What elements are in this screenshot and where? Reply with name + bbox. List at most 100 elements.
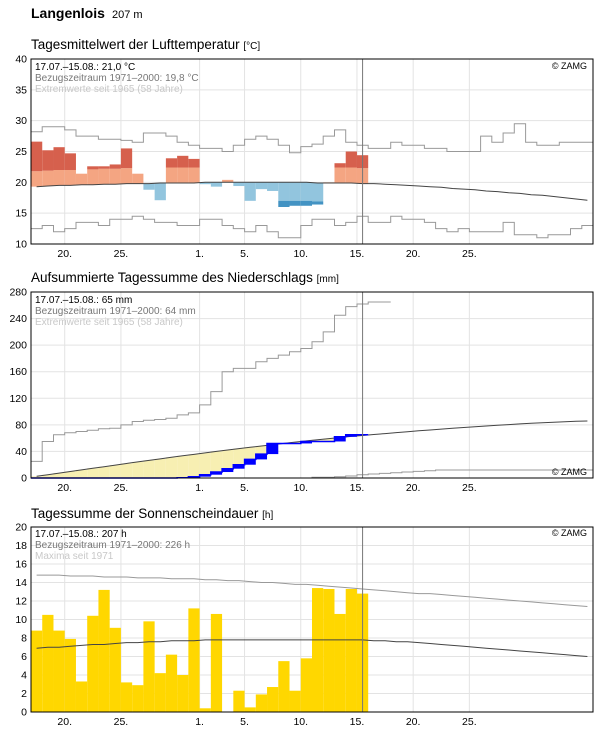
precip-frame	[30, 291, 594, 479]
temp-info-period: 17.07.–15.08.: 21,0 °C	[35, 62, 135, 73]
precip-deficit-area	[143, 460, 155, 478]
temp-warm-anomaly-bar	[120, 148, 133, 169]
temp-warm-anomaly-bar	[177, 155, 189, 168]
precip-xtick-label: 20.	[57, 482, 72, 494]
svg-text:Tagessumme der Sonnenscheindau: Tagessumme der Sonnenscheindauer [h]	[31, 506, 273, 521]
temp-warm-anomaly-bar	[334, 163, 346, 168]
temp-warm-bar	[222, 179, 234, 183]
precip-deficit-area	[53, 473, 65, 478]
temperature-unit: [°C]	[243, 41, 260, 52]
sun-max-extreme-line	[36, 574, 588, 607]
temp-cold-bar	[300, 182, 312, 201]
temp-ytick-label: 40	[15, 54, 27, 66]
temp-warm-anomaly-bar	[64, 153, 76, 170]
temp-xtick-label: 20.	[57, 248, 72, 260]
temp-warm-anomaly-bar	[42, 150, 54, 171]
precip-xtick-label: 20.	[406, 482, 421, 494]
precip-deficit-area	[75, 469, 88, 478]
sun-ytick-label: 18	[15, 540, 27, 552]
precip-deficit-area	[132, 461, 144, 478]
precip-ytick-label: 0	[21, 473, 27, 485]
temp-warm-bar	[165, 167, 178, 183]
sun-bar	[98, 589, 110, 712]
sun-xtick-label: 15.	[350, 716, 365, 728]
temp-ytick-label: 30	[15, 115, 27, 127]
sun-bar	[334, 613, 346, 712]
temp-ytick-label: 15	[15, 208, 27, 220]
temp-xtick-label: 1.	[195, 248, 204, 260]
sun-ytick-label: 10	[15, 614, 27, 626]
sun-ytick-label: 6	[21, 651, 27, 663]
sun-unit: [h]	[262, 510, 273, 521]
sun-bar	[31, 630, 43, 712]
temp-warm-anomaly-bar	[98, 166, 110, 169]
temp-warm-bar	[188, 167, 200, 183]
temperature-title-text: Tagesmittelwert der Lufttemperatur	[31, 37, 240, 52]
precip-daily-increment	[233, 464, 245, 469]
sun-info-period: 17.07.–15.08.: 207 h	[35, 529, 127, 540]
precip-info-period: 17.07.–15.08.: 65 mm	[35, 295, 132, 306]
sun-bar	[199, 708, 211, 712]
sun-bar	[177, 675, 189, 712]
precip-deficit-area	[87, 468, 99, 478]
precip-deficit-area	[177, 455, 189, 478]
temp-xtick-label: 20.	[406, 248, 421, 260]
precip-ytick-label: 120	[9, 393, 27, 405]
precip-deficit-area	[188, 454, 200, 477]
precip-deficit-area	[109, 465, 121, 478]
temp-warm-bar	[334, 167, 346, 183]
sun-xtick-label: 20.	[57, 716, 72, 728]
temp-xtick-label: 10.	[293, 248, 308, 260]
precip-xtick-label: 10.	[293, 482, 308, 494]
temp-warm-anomaly-bar	[53, 147, 65, 170]
temp-cold-bar	[233, 182, 245, 187]
temp-cold-bar	[244, 182, 256, 201]
temp-cold-anomaly-bar	[278, 200, 290, 207]
temp-warm-bar	[64, 170, 76, 186]
sun-xtick-label: 1.	[195, 716, 204, 728]
temp-ytick-label: 10	[15, 239, 27, 251]
precip-ytick-label: 80	[15, 419, 27, 431]
sun-bar	[210, 613, 223, 712]
temp-cold-bar	[255, 182, 268, 190]
sun-bar	[312, 588, 324, 712]
precip-info-extremes: Extremwerte seit 1965 (58 Jahre)	[35, 317, 183, 328]
sun-bar	[267, 687, 279, 712]
sun-bar	[244, 707, 256, 712]
precip-deficit-area	[312, 439, 324, 442]
precip-plot: 0 40 80 120 160 200 240 280 20. 25. 1. 5. 10. 15. 20. 2…	[9, 287, 594, 494]
sun-bar	[300, 658, 312, 712]
precip-ytick-label: 280	[9, 287, 27, 299]
sun-bar	[87, 615, 99, 712]
sun-title: Tagessumme der Sonnenscheindauer [h]	[31, 506, 273, 521]
precip-ytick-label: 200	[9, 340, 27, 352]
sun-bar	[64, 638, 76, 712]
sun-ytick-label: 2	[21, 688, 27, 700]
temp-cold-bar	[312, 182, 324, 202]
sun-bar	[120, 682, 133, 712]
temp-xtick-label: 25.	[114, 248, 129, 260]
sun-xtick-label: 10.	[293, 716, 308, 728]
precip-deficit-area	[64, 471, 76, 478]
precip-daily-increment	[199, 474, 211, 477]
temp-copyright: © ZAMG	[552, 61, 587, 71]
temp-cold-anomaly-bar	[312, 201, 324, 205]
precip-daily-increment	[222, 468, 234, 473]
precip-daily-increment	[267, 443, 279, 455]
sun-ytick-label: 12	[15, 596, 27, 608]
precip-deficit-area	[31, 476, 43, 478]
sun-bar	[188, 608, 200, 712]
precip-normal-line	[36, 420, 588, 477]
temp-cold-bar	[289, 182, 301, 201]
precip-xtick-label: 15.	[350, 482, 365, 494]
sun-ytick-label: 4	[21, 670, 27, 682]
temp-cold-bar	[278, 182, 290, 201]
precip-title-text: Aufsummierte Tagessumme des Niederschlag…	[31, 270, 313, 285]
temp-max-extreme-line	[31, 123, 593, 154]
precip-deficit-area	[244, 447, 256, 460]
sun-xtick-label: 5.	[240, 716, 249, 728]
precip-xtick-label: 5.	[240, 482, 249, 494]
precip-info-reference: Bezugszeitraum 1971–2000: 64 mm	[35, 306, 196, 317]
sun-bar	[255, 694, 268, 712]
sun-bar	[132, 685, 144, 712]
